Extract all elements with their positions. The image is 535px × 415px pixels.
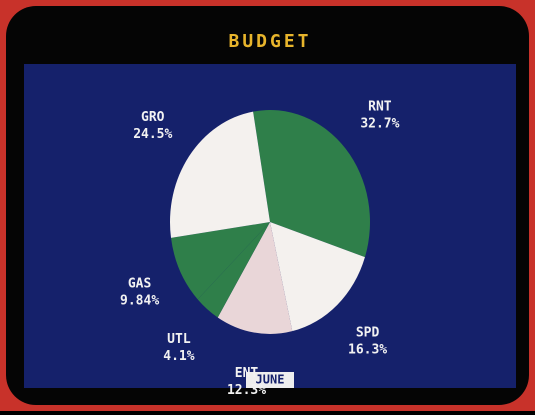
slice-value-label: 4.1% [163,349,194,364]
chart: BUDGET JUNE RNT32.7%SPD16.3%ENT12.3%UTL4… [0,0,535,411]
slice-name: RNT [368,100,392,115]
slice-value-label: 16.3% [348,343,387,358]
slice-name: UTL [167,332,191,347]
pie [170,110,370,334]
slice-value-label: 24.5% [133,127,172,142]
slice-name: ENT [235,366,259,381]
slice-value-label: 9.84% [120,294,159,309]
slice-value-label: 12.3% [227,383,266,398]
slice-name: SPD [356,326,380,341]
page: BUDGET JUNE RNT32.7%SPD16.3%ENT12.3%UTL4… [0,0,535,411]
slice-name: GAS [128,277,152,292]
slice-value-label: 32.7% [360,117,399,132]
slice-name: GRO [141,110,165,125]
chart-title: BUDGET [228,31,311,52]
